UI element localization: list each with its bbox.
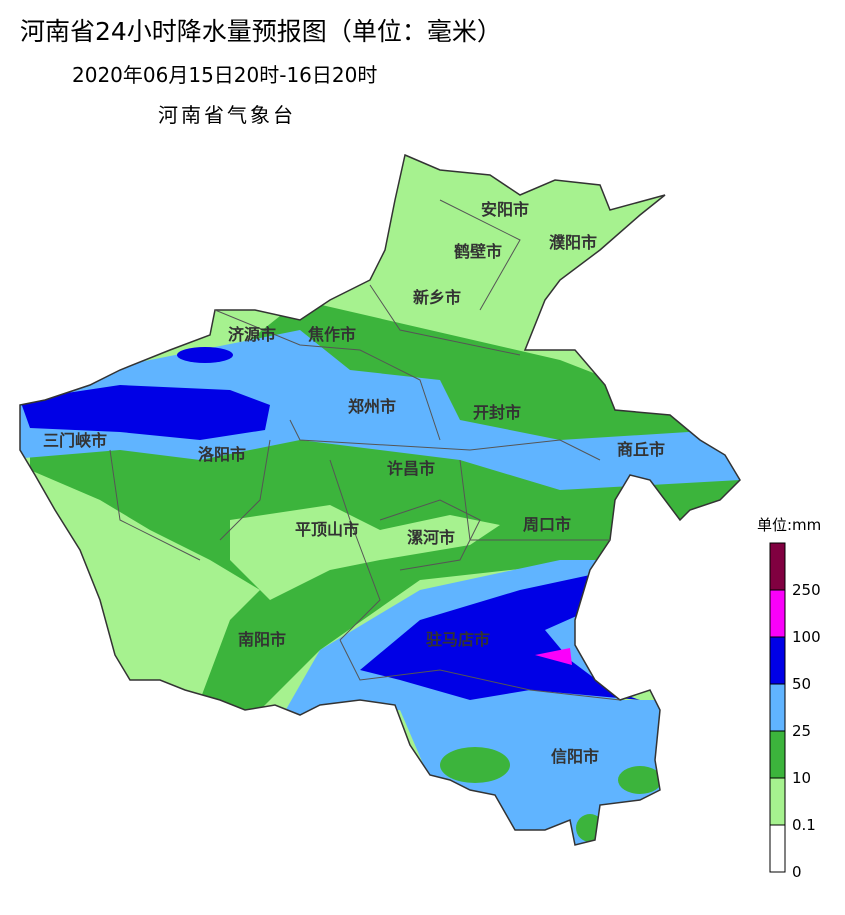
- city-label: 周口市: [523, 515, 571, 534]
- rain-map: [20, 155, 740, 845]
- city-label: 信阳市: [551, 747, 599, 766]
- city-label: 新乡市: [413, 288, 461, 307]
- legend-swatch: [769, 824, 786, 873]
- city-label: 许昌市: [387, 459, 435, 478]
- legend-label: 50: [792, 675, 811, 693]
- legend-label: 100: [792, 628, 821, 646]
- city-label: 洛阳市: [198, 445, 246, 464]
- city-label: 漯河市: [407, 528, 455, 547]
- city-label: 南阳市: [238, 630, 286, 649]
- legend-swatch: [769, 777, 786, 826]
- city-label: 濮阳市: [549, 233, 597, 252]
- city-label: 商丘市: [617, 440, 665, 459]
- legend-swatch: [769, 730, 786, 779]
- city-label: 鹤壁市: [454, 242, 502, 261]
- agency: 河南省气象台: [158, 103, 296, 127]
- city-label: 济源市: [228, 325, 276, 344]
- legend-label: 10: [792, 769, 811, 787]
- city-label: 开封市: [473, 403, 521, 422]
- city-label: 焦作市: [307, 325, 356, 344]
- legend-swatch: [769, 636, 786, 685]
- legend-label: 0: [792, 863, 802, 881]
- city-label: 驻马店市: [426, 630, 490, 649]
- title: 河南省24小时降水量预报图（单位：毫米）: [20, 17, 502, 46]
- city-label: 郑州市: [348, 397, 396, 416]
- legend-label: 0.1: [792, 816, 816, 834]
- legend-label: 250: [792, 581, 821, 599]
- legend-label: 25: [792, 722, 811, 740]
- subtitle: 2020年06月15日20时-16日20时: [72, 63, 377, 87]
- legend-swatch: [769, 683, 786, 732]
- legend-title: 单位:mm: [757, 516, 821, 534]
- city-label: 三门峡市: [43, 431, 107, 450]
- city-label: 平顶山市: [295, 520, 359, 539]
- city-borders: [109, 199, 621, 701]
- legend-swatch: [769, 542, 786, 591]
- legend-swatch: [769, 589, 786, 638]
- city-label: 安阳市: [481, 200, 529, 219]
